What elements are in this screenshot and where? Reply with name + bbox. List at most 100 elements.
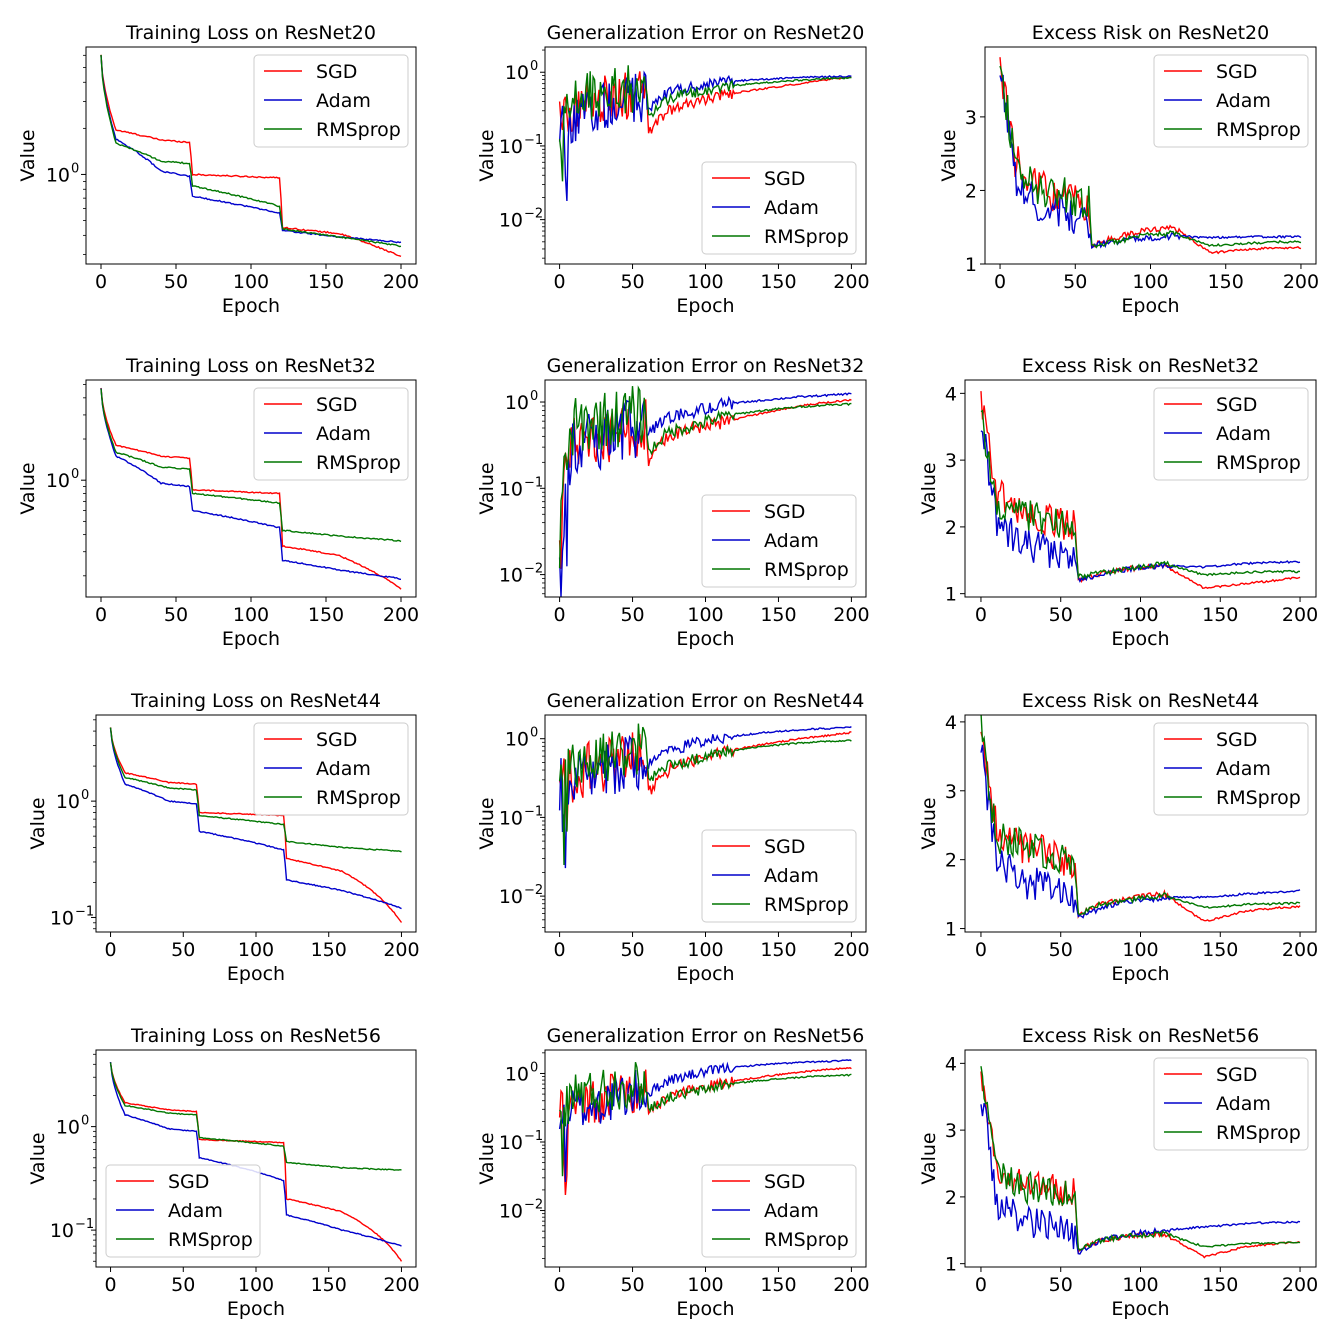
x-tick-label: 100 [238,1274,274,1296]
legend: SGD Adam RMSprop [1153,1057,1309,1151]
legend-box [105,1164,261,1258]
legend-label-sgd: SGD [316,394,357,416]
x-axis-label: Epoch [676,628,734,650]
legend-label-rmsprop: RMSprop [1216,119,1301,141]
legend-label-sgd: SGD [764,836,805,858]
legend: SGD Adam RMSprop [1153,54,1309,148]
y-tick-label: 10 [56,791,80,813]
legend-label-adam: Adam [168,1200,223,1222]
legend-box [253,54,409,148]
y-tick-label: 2 [945,517,957,539]
x-tick-label: 50 [1049,1274,1073,1296]
series-line-adam [558,70,852,202]
y-tick-label: 10 [46,470,70,492]
legend-label-adam: Adam [316,423,371,445]
x-tick-label: 50 [171,939,195,961]
y-tick-exponent: −1 [524,1129,543,1144]
y-tick-exponent: −2 [524,562,543,577]
series-line-sgd [999,57,1302,255]
x-tick-label: 150 [760,939,796,961]
legend-label-sgd: SGD [764,501,805,523]
x-tick-label: 100 [1132,271,1168,293]
x-tick-label: 0 [975,604,987,626]
y-axis-label: Value [476,1132,498,1184]
y-tick-label: 10 [499,1201,523,1223]
y-tick-label: 10 [505,62,529,84]
legend-box [253,387,409,481]
legend-label-rmsprop: RMSprop [764,894,849,916]
y-tick-exponent: −1 [524,804,543,819]
x-axis-label: Epoch [1111,628,1169,650]
x-tick-label: 200 [383,939,419,961]
y-tick-label: 2 [945,1187,957,1209]
y-tick-exponent: −2 [524,207,543,222]
y-tick-label: 1 [945,919,957,941]
series-line-rmsprop [980,1066,1300,1251]
y-tick-exponent: 0 [71,161,79,176]
legend-label-sgd: SGD [316,729,357,751]
y-axis-label: Value [476,129,498,181]
x-axis-label: Epoch [676,963,734,985]
x-tick-label: 200 [833,271,869,293]
legend-label-sgd: SGD [1216,394,1257,416]
y-tick-label: 10 [499,478,523,500]
legend-label-adam: Adam [764,197,819,219]
y-tick-label: 10 [499,807,523,829]
legend: SGD Adam RMSprop [105,1164,261,1258]
x-tick-label: 100 [687,1274,723,1296]
legend-box [701,1164,857,1258]
subplot-title: Generalization Error on ResNet32 [547,355,865,377]
y-tick-label: 4 [945,712,957,734]
series-line-rmsprop [558,723,852,866]
legend-label-adam: Adam [1216,1093,1271,1115]
series-line-rmsprop [980,715,1301,916]
y-axis-label: Value [17,129,39,181]
y-tick-label: 10 [505,392,529,414]
legend-label-rmsprop: RMSprop [1216,787,1301,809]
y-tick-label: 10 [499,886,523,908]
x-tick-label: 100 [687,271,723,293]
y-tick-label: 2 [965,180,977,202]
y-tick-label: 10 [499,565,523,587]
legend-box [1153,387,1309,481]
series-line-rmsprop [109,1062,402,1171]
y-tick-exponent: 0 [530,726,538,741]
subplot-title: Training Loss on ResNet20 [125,22,376,44]
y-tick-exponent: 0 [530,389,538,404]
series-line-rmsprop [558,65,852,182]
legend-label-rmsprop: RMSprop [764,226,849,248]
series-line-rmsprop [100,54,402,248]
x-tick-label: 50 [620,271,644,293]
y-tick-label: 4 [945,383,957,405]
x-tick-label: 150 [1202,604,1238,626]
legend-box [1153,722,1309,816]
x-tick-label: 100 [238,939,274,961]
legend-label-sgd: SGD [1216,729,1257,751]
y-tick-label: 10 [505,1063,529,1085]
x-tick-label: 200 [833,604,869,626]
x-axis-label: Epoch [1111,963,1169,985]
series-line-adam [999,74,1302,250]
subplot-title: Excess Risk on ResNet20 [1032,22,1269,44]
x-tick-label: 150 [311,1274,347,1296]
legend-label-sgd: SGD [1216,1064,1257,1086]
legend-label-adam: Adam [1216,90,1271,112]
legend-label-rmsprop: RMSprop [764,559,849,581]
series-line-adam [980,744,1301,919]
x-axis-label: Epoch [227,963,285,985]
series-line-sgd [109,1062,403,1262]
subplot-resnet44-risk: 0 50 100 150 200 1 2 3 4 Excess Risk on ResNet44 E… [918,690,1318,985]
x-tick-label: 0 [975,939,987,961]
x-tick-label: 100 [1122,1274,1158,1296]
series-line-rmsprop [980,409,1301,580]
y-tick-exponent: 0 [71,467,79,482]
x-tick-label: 150 [308,271,344,293]
x-tick-label: 150 [1202,1274,1238,1296]
subplot-resnet32-risk: 0 50 100 150 200 1 2 3 4 Excess Risk on ResNet32 E… [918,355,1318,650]
legend-label-sgd: SGD [316,61,357,83]
legend: SGD Adam RMSprop [1153,387,1309,481]
y-axis-label: Value [938,129,960,181]
